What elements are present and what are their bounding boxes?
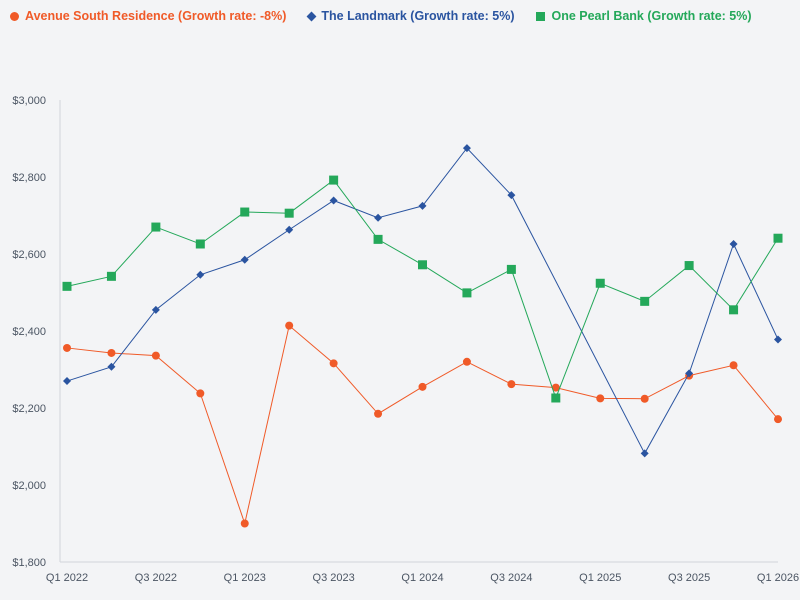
- data-point: [729, 239, 738, 248]
- data-point: [551, 393, 561, 403]
- legend: Avenue South Residence (Growth rate: -8%…: [10, 9, 752, 23]
- data-point: [151, 305, 160, 314]
- data-point: [774, 415, 782, 424]
- data-point: [195, 239, 205, 249]
- data-point: [62, 281, 72, 291]
- y-tick-label: $2,000: [12, 480, 46, 492]
- x-tick-label: Q1 2023: [224, 572, 266, 584]
- data-point: [462, 288, 472, 298]
- data-point: [151, 222, 161, 232]
- data-point: [507, 380, 516, 389]
- x-tick-label: Q3 2022: [135, 572, 177, 584]
- data-point: [284, 208, 294, 218]
- data-point: [418, 260, 427, 270]
- x-tick-label: Q3 2024: [490, 572, 532, 584]
- data-point: [462, 357, 471, 366]
- data-point: [196, 270, 205, 279]
- legend-marker-circle-icon: [10, 11, 19, 21]
- data-point: [685, 369, 694, 378]
- data-point: [773, 233, 783, 243]
- data-point: [729, 305, 739, 315]
- data-point: [729, 361, 738, 370]
- data-point: [551, 383, 560, 392]
- legend-label: One Pearl Bank (Growth rate: 5%): [551, 9, 752, 23]
- x-tick-label: Q1 2024: [401, 572, 443, 584]
- series-line-1: [66, 147, 779, 455]
- data-point: [462, 144, 471, 153]
- data-point: [106, 271, 116, 281]
- data-point: [595, 278, 605, 288]
- y-tick-label: $2,400: [12, 326, 46, 338]
- data-point: [640, 394, 649, 403]
- data-point: [107, 348, 116, 357]
- x-tick-label: Q1 2026: [757, 572, 799, 584]
- data-point: [640, 449, 649, 458]
- y-tick-label: $2,200: [12, 403, 46, 415]
- legend-item-one-pearl-bank[interactable]: One Pearl Bank (Growth rate: 5%): [536, 9, 752, 23]
- x-tick-label: Q3 2025: [668, 572, 710, 584]
- legend-marker-square-icon: [536, 11, 546, 21]
- y-tick-label: $2,600: [12, 249, 46, 261]
- y-tick-label: $1,800: [12, 557, 46, 569]
- data-point: [418, 382, 427, 391]
- data-point: [196, 389, 205, 398]
- legend-item-the-landmark[interactable]: The Landmark (Growth rate: 5%): [306, 9, 515, 23]
- series-line-0: [66, 324, 779, 526]
- data-point: [240, 207, 250, 217]
- y-tick-label: $3,000: [12, 95, 46, 107]
- legend-label: The Landmark (Growth rate: 5%): [321, 9, 515, 23]
- y-tick-label: $2,800: [12, 172, 46, 184]
- series-line-2: [66, 179, 779, 400]
- data-point: [374, 213, 383, 222]
- data-point: [329, 359, 338, 368]
- data-point: [596, 394, 605, 403]
- data-point: [506, 264, 516, 274]
- data-point: [374, 409, 383, 418]
- data-point: [774, 335, 782, 344]
- data-point: [285, 225, 294, 234]
- data-point: [240, 255, 249, 264]
- x-tick-label: Q1 2022: [46, 572, 88, 584]
- data-point: [329, 196, 338, 205]
- data-point: [240, 519, 249, 528]
- data-point: [640, 296, 650, 306]
- legend-item-avenue-south[interactable]: Avenue South Residence (Growth rate: -8%…: [10, 9, 286, 23]
- data-point: [329, 175, 339, 185]
- data-point: [684, 261, 694, 271]
- legend-label: Avenue South Residence (Growth rate: -8%…: [25, 9, 287, 23]
- data-point: [151, 351, 160, 360]
- data-point: [507, 191, 516, 200]
- data-point: [63, 343, 71, 352]
- x-tick-label: Q3 2023: [313, 572, 355, 584]
- data-point: [107, 362, 116, 371]
- data-point: [285, 321, 294, 330]
- data-point: [373, 234, 383, 244]
- x-tick-label: Q1 2025: [579, 572, 621, 584]
- data-point: [63, 377, 71, 386]
- data-point: [418, 201, 427, 210]
